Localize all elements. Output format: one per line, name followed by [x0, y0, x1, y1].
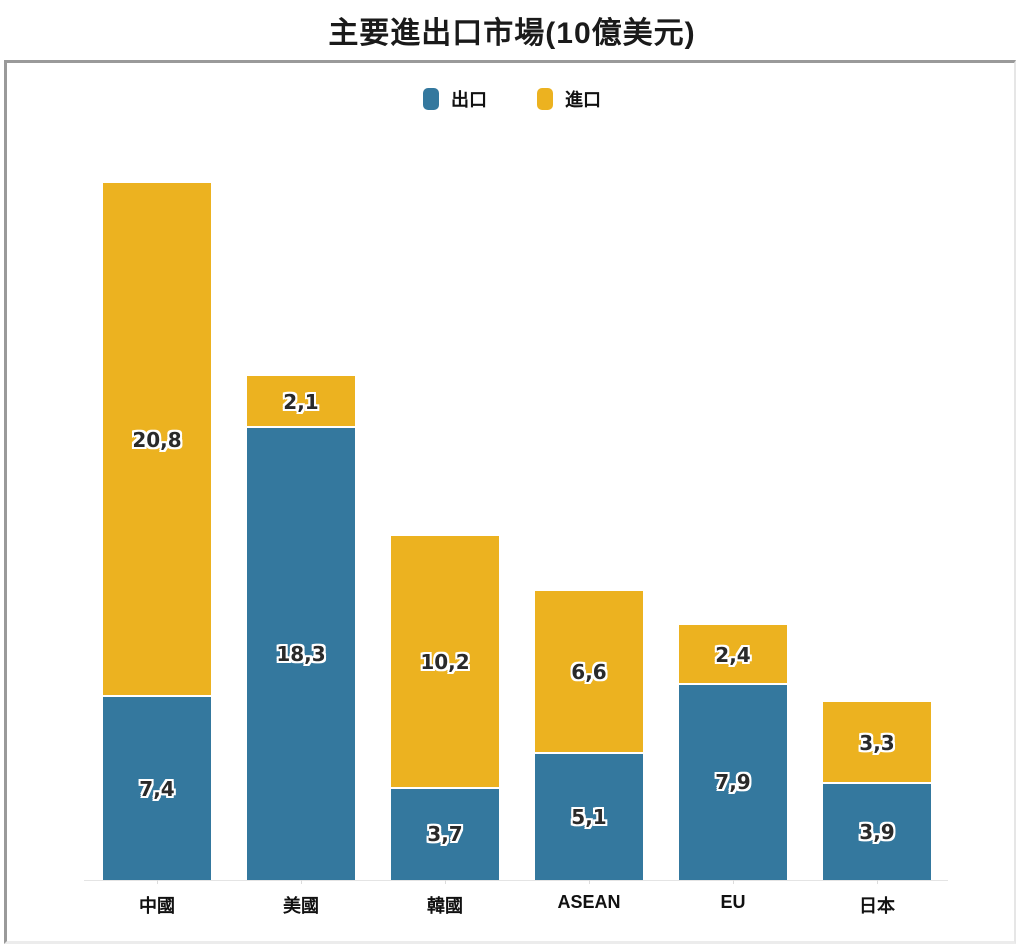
legend-label-import: 進口 — [565, 90, 601, 111]
value-label-import: 3,3 — [859, 730, 895, 755]
value-label-export: 3,9 — [859, 819, 895, 844]
value-label-import: 2,4 — [715, 643, 751, 668]
value-label-export: 5,1 — [571, 804, 607, 829]
x-tick — [445, 880, 446, 884]
x-axis-line — [84, 880, 948, 881]
bar-group: 20,8 7,4 — [103, 183, 211, 880]
x-axis-label: 韓國 — [427, 896, 463, 916]
bar-segment-export[interactable] — [535, 753, 643, 880]
value-label-export: 18,3 — [276, 641, 326, 666]
legend-item-import[interactable]: 進口 — [537, 86, 601, 112]
bar-group: 3,3 3,9 — [823, 702, 931, 880]
x-tick — [301, 880, 302, 884]
bar-segment-import[interactable] — [103, 183, 211, 698]
x-axis-label: 中國 — [139, 896, 175, 916]
value-label-import: 20,8 — [132, 428, 182, 453]
x-axis-label: 日本 — [859, 896, 895, 916]
import-swatch-icon — [537, 88, 553, 110]
value-label-import: 2,1 — [283, 389, 319, 414]
bar-segment-export[interactable] — [247, 427, 355, 880]
x-tick — [877, 880, 878, 884]
bar-group: 2,4 7,9 — [679, 625, 787, 880]
bar-segment-export[interactable] — [391, 788, 499, 880]
value-label-import: 6,6 — [571, 660, 607, 685]
legend-item-export[interactable]: 出口 — [423, 86, 487, 112]
x-tick — [589, 880, 590, 884]
value-label-export: 7,4 — [139, 776, 175, 801]
chart-title: 主要進出口市場(10億美元) — [328, 17, 696, 50]
bar-group: 6,6 5,1 — [535, 590, 643, 880]
bar-segment-import[interactable] — [823, 702, 931, 784]
bar-segment-export[interactable] — [103, 697, 211, 880]
bar-segment-import[interactable] — [535, 590, 643, 754]
bar-group: 10,2 3,7 — [391, 536, 499, 880]
export-swatch-icon — [423, 88, 439, 110]
value-label-import: 10,2 — [420, 650, 470, 675]
legend-label-export: 出口 — [451, 90, 487, 111]
bar-segment-export[interactable] — [679, 684, 787, 880]
bar-segment-import[interactable] — [391, 536, 499, 789]
bar-segment-import[interactable] — [679, 625, 787, 685]
x-tick — [157, 880, 158, 884]
x-tick — [733, 880, 734, 884]
x-axis-label: EU — [720, 892, 746, 912]
legend: 出口 進口 — [0, 86, 1024, 112]
x-axis-label: ASEAN — [557, 892, 621, 912]
x-axis-label: 美國 — [283, 896, 319, 916]
value-label-export: 3,7 — [427, 822, 463, 847]
bar-group: 2,1 18,3 — [247, 375, 355, 880]
bar-segment-export[interactable] — [823, 783, 931, 880]
value-label-export: 7,9 — [715, 770, 751, 795]
bar-segment-import[interactable] — [247, 375, 355, 428]
